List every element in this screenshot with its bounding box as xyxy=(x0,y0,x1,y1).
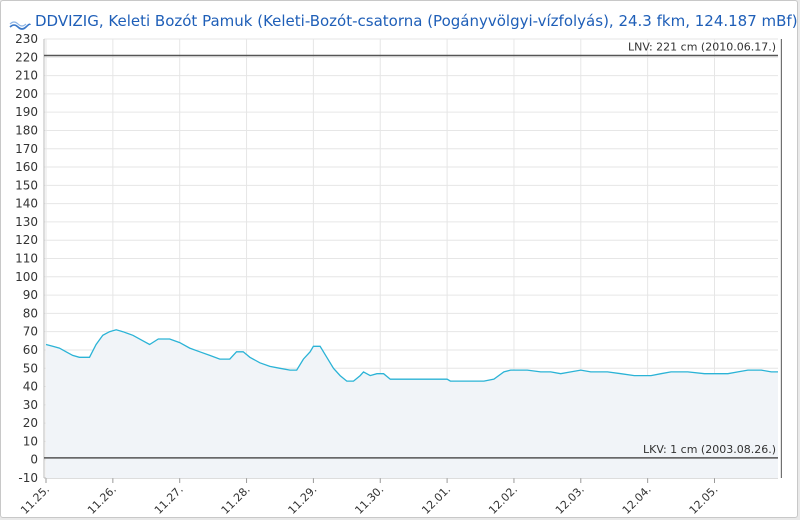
y-tick-label: 100 xyxy=(15,270,38,284)
series-line xyxy=(45,329,778,382)
y-tick-label: 170 xyxy=(15,142,38,156)
x-tick-label: 12.05. xyxy=(687,483,721,517)
x-tick-label: 11.26. xyxy=(85,483,119,517)
x-tick-label: 11.30. xyxy=(352,483,386,517)
y-tick-label: 180 xyxy=(15,123,38,137)
x-tick-label: 12.03. xyxy=(553,483,587,517)
x-tick-label: 12.02. xyxy=(486,483,520,517)
y-tick-label: 200 xyxy=(15,87,38,101)
chart-title: DDVIZIG, Keleti Bozót Pamuk (Keleti-Bozó… xyxy=(35,12,798,30)
y-tick-label: 130 xyxy=(15,215,38,229)
threshold-label: LKV: 1 cm (2003.08.26.) xyxy=(643,443,776,456)
chart-header: DDVIZIG, Keleti Bozót Pamuk (Keleti-Bozó… xyxy=(9,10,798,32)
y-tick-label: 110 xyxy=(15,252,38,266)
x-tick-label: 12.04. xyxy=(620,483,654,517)
x-tick-label: 11.28. xyxy=(219,483,253,517)
y-tick-label: 150 xyxy=(15,178,38,192)
y-tick-label: 50 xyxy=(23,361,38,375)
y-tick-label: 30 xyxy=(23,398,38,412)
y-tick-label: 230 xyxy=(15,32,38,46)
threshold-label: LNV: 221 cm (2010.06.17.) xyxy=(628,40,776,53)
y-tick-label: 120 xyxy=(15,233,38,247)
y-tick-label: 190 xyxy=(15,105,38,119)
y-tick-label: 60 xyxy=(23,343,38,357)
x-tick-label: 11.27. xyxy=(152,483,186,517)
x-tick-label: 12.01. xyxy=(419,483,453,517)
y-tick-label: 160 xyxy=(15,160,38,174)
y-tick-label: 70 xyxy=(23,325,38,339)
series-area xyxy=(46,329,778,478)
y-tick-label: 220 xyxy=(15,50,38,64)
y-tick-label: 20 xyxy=(23,416,38,430)
vizig-logo-icon xyxy=(9,15,31,30)
y-tick-label: 140 xyxy=(15,197,38,211)
y-tick-label: 0 xyxy=(30,453,38,467)
y-tick-label: 210 xyxy=(15,69,38,83)
y-tick-label: 90 xyxy=(23,288,38,302)
x-tick-label: 11.25. xyxy=(18,483,52,517)
y-tick-label: -10 xyxy=(18,471,38,485)
x-tick-label: 11.29. xyxy=(286,483,320,517)
y-tick-label: 10 xyxy=(23,434,38,448)
y-tick-label: 80 xyxy=(23,306,38,320)
y-tick-label: 40 xyxy=(23,380,38,394)
